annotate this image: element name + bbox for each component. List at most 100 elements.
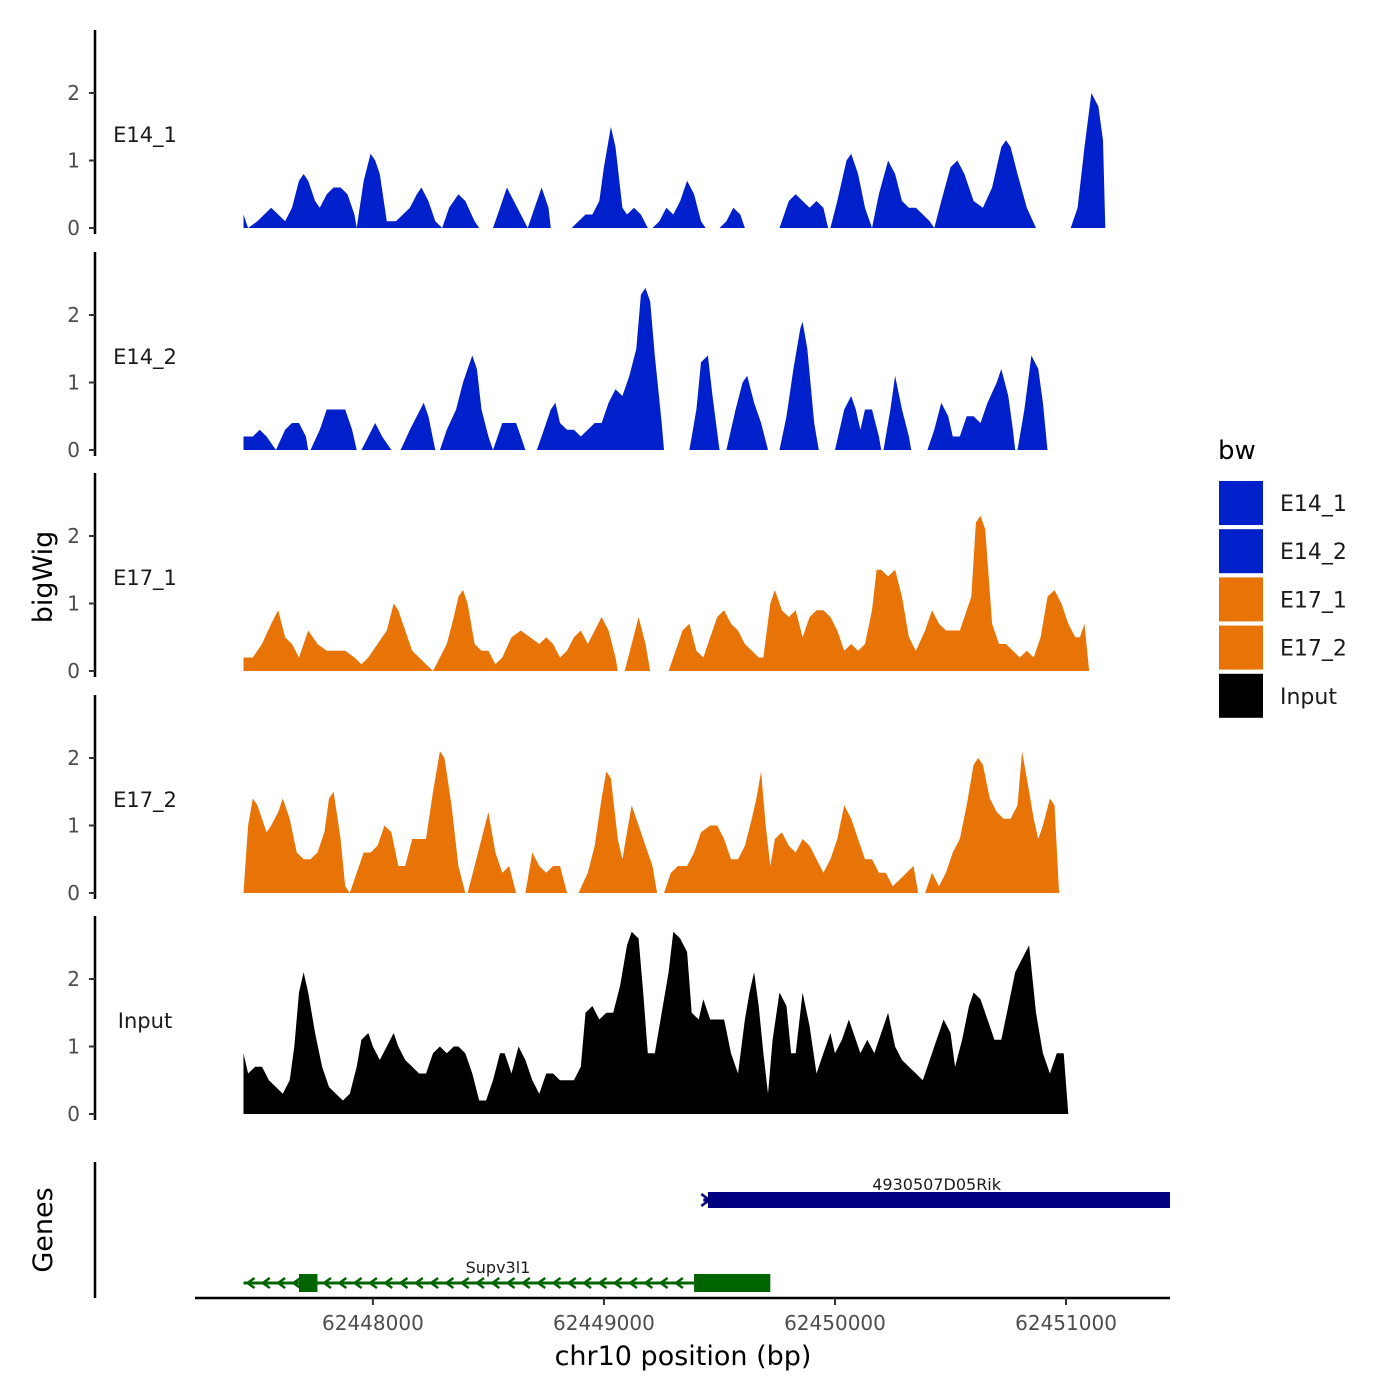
strand-arrow <box>444 1276 455 1290</box>
strand-arrow <box>700 1193 712 1207</box>
signal-area-E14_2-2 <box>310 409 357 450</box>
strand-arrow <box>321 1276 332 1290</box>
strand-arrow <box>474 1276 485 1290</box>
signal-area-E17_2-3 <box>578 771 658 893</box>
legend: bw E14_1 E14_2 E17_1 E17_2 Input <box>1218 436 1347 718</box>
gene-label: Supv3l1 <box>466 1258 531 1277</box>
x-axis: chr10 position (bp) 62448000 62449000 6245… <box>195 1296 1170 1372</box>
strand-arrow <box>536 1276 546 1290</box>
signal-area-E17_2-0 <box>243 751 466 893</box>
gene-4930507D05Rik: 4930507D05Rik <box>700 1175 1170 1208</box>
strand-arrow <box>627 1276 638 1290</box>
y-tick-label: 2 <box>67 303 80 327</box>
strand-arrow <box>383 1276 393 1290</box>
track-E14_2: 0 1 2 E14_2 <box>67 252 1048 462</box>
y-tick-label: 1 <box>67 592 80 616</box>
strand-arrow <box>352 1276 363 1290</box>
strand-arrow <box>520 1276 531 1290</box>
signal-area-E14_1-9 <box>872 140 1036 228</box>
track-label: Input <box>118 1009 172 1033</box>
y-tick-label: 2 <box>67 967 80 991</box>
gene-exon <box>707 1192 1170 1208</box>
track-label: E17_2 <box>113 788 177 813</box>
track-label: E17_1 <box>113 566 177 591</box>
strand-arrow <box>505 1276 516 1290</box>
x-tick-label: 62448000 <box>322 1311 424 1335</box>
signal-area-E14_2-0 <box>243 429 276 450</box>
strand-arrow <box>260 1276 271 1290</box>
legend-swatch <box>1219 673 1263 718</box>
genes-track: Genes 4930507D05Rik Supv3l1 <box>28 1162 1170 1298</box>
genes-axis-title: Genes <box>28 1187 59 1272</box>
strand-arrow <box>658 1276 669 1290</box>
y-tick-label: 0 <box>67 659 80 683</box>
signal-area-E17_1-1 <box>624 617 651 671</box>
legend-swatch <box>1219 625 1263 670</box>
signal-area-E14_1-10 <box>1070 93 1106 228</box>
x-tick-label: 62449000 <box>553 1311 655 1335</box>
strand-arrow <box>413 1276 424 1290</box>
strand-arrow <box>459 1276 470 1290</box>
gene-label: 4930507D05Rik <box>872 1175 1002 1194</box>
strand-arrow <box>245 1276 256 1290</box>
signal-area-E14_2-7 <box>536 288 664 450</box>
legend-swatch <box>1219 481 1263 525</box>
y-tick-label: 2 <box>67 746 80 770</box>
track-label: E14_2 <box>113 345 177 370</box>
signal-area-E17_2-1 <box>467 812 517 893</box>
signal-area-E14_1-8 <box>830 153 872 228</box>
legend-swatch <box>1219 577 1263 622</box>
strand-arrow <box>551 1276 562 1290</box>
legend-label: E14_2 <box>1280 540 1347 565</box>
strand-arrow <box>337 1276 348 1290</box>
legend-entry-E17_1: E17_1 <box>1219 577 1347 622</box>
signal-area-E14_2-13 <box>927 369 1016 450</box>
strand-arrow <box>367 1276 378 1290</box>
legend-entry-E14_1: E14_1 <box>1219 481 1347 525</box>
legend-swatch <box>1219 529 1263 574</box>
y-tick-label: 0 <box>67 216 80 240</box>
track-E17_1: 0 1 2 E17_1 <box>67 473 1090 683</box>
y-tick-label: 0 <box>67 881 80 905</box>
bigwig-tracks: 0 1 2 E14_1 0 1 2 E14_2 0 1 2 E17_1 0 1 2 E17_2 0 1 2 Input <box>67 30 1106 1126</box>
signal-area-E17_2-5 <box>925 751 1060 893</box>
legend-label: Input <box>1280 685 1337 710</box>
strand-arrow <box>673 1276 684 1290</box>
signal-area-E14_2-11 <box>835 396 882 450</box>
strand-arrow <box>566 1276 577 1290</box>
signal-area-E17_2-2 <box>525 852 567 893</box>
signal-area-E17_2-4 <box>664 771 919 893</box>
signal-area-E14_2-3 <box>361 423 392 450</box>
legend-entry-E14_2: E14_2 <box>1219 529 1347 574</box>
signal-area-E14_1-2 <box>442 194 480 228</box>
signal-area-E14_1-3 <box>493 187 551 228</box>
x-tick-label: 62450000 <box>784 1311 886 1335</box>
y-tick-label: 0 <box>67 438 80 462</box>
y-tick-label: 1 <box>67 1035 80 1059</box>
signal-area-E14_2-4 <box>400 402 436 450</box>
legend-entry-Input: Input <box>1219 673 1337 718</box>
strand-arrow <box>612 1276 623 1290</box>
signal-area-E17_1-0 <box>243 590 618 671</box>
y-tick-label: 2 <box>67 81 80 105</box>
strand-arrow <box>398 1276 409 1290</box>
y-tick-label: 2 <box>67 524 80 548</box>
strand-arrow <box>643 1276 654 1290</box>
signal-area-E17_1-2 <box>668 515 1090 671</box>
signal-area-E14_2-8 <box>689 355 720 450</box>
signal-area-E14_2-9 <box>726 375 768 450</box>
strand-arrow <box>428 1276 439 1290</box>
strand-arrow <box>597 1276 608 1290</box>
signal-area-E14_2-10 <box>779 321 819 450</box>
signal-area-E14_2-12 <box>883 375 912 450</box>
signal-area-E14_2-1 <box>275 423 309 450</box>
legend-label: E17_2 <box>1280 637 1347 662</box>
signal-area-E14_1-0 <box>243 174 357 228</box>
signal-area-E14_1-4 <box>571 126 648 228</box>
track-E17_2: 0 1 2 E17_2 <box>67 695 1060 905</box>
gene-exon <box>694 1274 771 1292</box>
track-label: E14_1 <box>113 123 177 148</box>
strand-arrow <box>581 1276 592 1290</box>
signal-area-E14_2-6 <box>493 423 526 450</box>
